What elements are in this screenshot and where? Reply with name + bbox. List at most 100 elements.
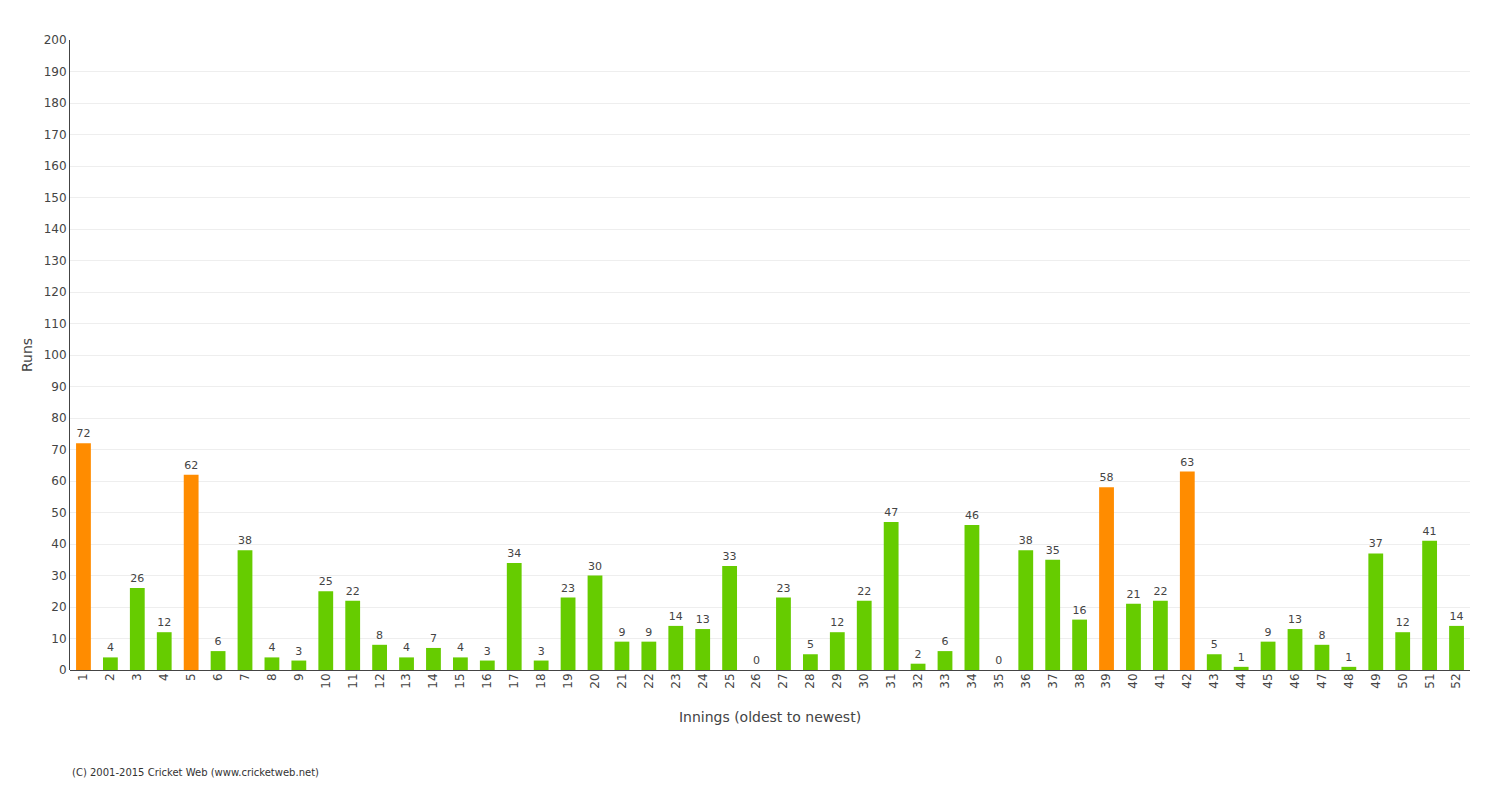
svg-text:15: 15 [453,673,467,688]
svg-text:29: 29 [830,673,844,688]
svg-text:46: 46 [1288,673,1302,688]
svg-text:80: 80 [51,411,66,425]
svg-text:4: 4 [403,641,410,654]
svg-text:38: 38 [238,534,252,547]
svg-text:180: 180 [44,96,67,110]
svg-text:40: 40 [51,537,66,551]
svg-text:16: 16 [1073,604,1087,617]
svg-text:25: 25 [319,575,333,588]
svg-text:28: 28 [803,673,817,688]
svg-text:5: 5 [1211,638,1218,651]
svg-text:44: 44 [1234,673,1248,688]
svg-text:45: 45 [1261,673,1275,688]
svg-text:36: 36 [1019,673,1033,688]
svg-text:2: 2 [103,673,117,681]
svg-text:190: 190 [44,65,67,79]
svg-text:100: 100 [44,348,67,362]
svg-text:1: 1 [76,673,90,681]
svg-text:12: 12 [373,673,387,688]
svg-text:0: 0 [59,663,67,677]
svg-text:52: 52 [1449,673,1463,688]
svg-text:8: 8 [1318,629,1325,642]
svg-text:3: 3 [295,645,302,658]
svg-text:26: 26 [130,572,144,585]
svg-text:9: 9 [1265,626,1272,639]
svg-text:50: 50 [1396,673,1410,688]
svg-text:30: 30 [857,673,871,688]
svg-text:47: 47 [884,506,898,519]
svg-text:40: 40 [1126,673,1140,688]
svg-text:33: 33 [723,550,737,563]
svg-text:34: 34 [965,673,979,688]
svg-text:90: 90 [51,380,66,394]
svg-text:35: 35 [992,673,1006,688]
svg-text:170: 170 [44,128,67,142]
svg-text:11: 11 [346,673,360,688]
svg-text:17: 17 [507,673,521,688]
svg-text:23: 23 [561,582,575,595]
svg-text:58: 58 [1100,471,1114,484]
svg-text:2: 2 [915,648,922,661]
svg-text:12: 12 [157,616,171,629]
svg-text:20: 20 [588,673,602,688]
svg-text:43: 43 [1207,673,1221,688]
svg-text:Innings (oldest to newest): Innings (oldest to newest) [679,709,861,725]
svg-text:14: 14 [669,610,683,623]
svg-text:Runs: Runs [19,338,35,372]
svg-text:6: 6 [215,635,222,648]
svg-text:30: 30 [51,569,66,583]
svg-text:200: 200 [44,33,67,47]
svg-text:3: 3 [538,645,545,658]
svg-text:23: 23 [776,582,790,595]
svg-text:7: 7 [430,632,437,645]
svg-text:0: 0 [753,654,760,667]
svg-text:4: 4 [457,641,464,654]
svg-text:25: 25 [723,673,737,688]
svg-text:4: 4 [157,673,171,681]
svg-text:18: 18 [534,673,548,688]
svg-text:6: 6 [211,673,225,681]
svg-text:10: 10 [319,673,333,688]
svg-text:37: 37 [1046,673,1060,688]
svg-text:27: 27 [776,673,790,688]
svg-text:19: 19 [561,673,575,688]
svg-text:37: 37 [1369,537,1383,550]
svg-text:47: 47 [1315,673,1329,688]
svg-text:32: 32 [911,673,925,688]
svg-text:35: 35 [1046,544,1060,557]
svg-text:21: 21 [615,673,629,688]
svg-text:140: 140 [44,222,67,236]
svg-text:130: 130 [44,254,67,268]
svg-text:8: 8 [265,673,279,681]
svg-text:3: 3 [484,645,491,658]
svg-text:13: 13 [696,613,710,626]
svg-text:49: 49 [1369,673,1383,688]
svg-text:30: 30 [588,560,602,573]
svg-text:21: 21 [1126,588,1140,601]
svg-text:72: 72 [76,427,90,440]
svg-text:33: 33 [938,673,952,688]
svg-text:24: 24 [696,673,710,688]
svg-text:1: 1 [1238,651,1245,664]
svg-text:22: 22 [346,585,360,598]
svg-text:5: 5 [184,673,198,681]
svg-text:31: 31 [884,673,898,688]
svg-text:41: 41 [1153,673,1167,688]
svg-text:5: 5 [807,638,814,651]
svg-text:1: 1 [1345,651,1352,664]
svg-text:(C) 2001-2015 Cricket Web (www: (C) 2001-2015 Cricket Web (www.cricketwe… [72,767,319,778]
svg-text:10: 10 [51,632,66,646]
svg-text:42: 42 [1180,673,1194,688]
svg-text:110: 110 [44,317,67,331]
svg-text:7: 7 [238,673,252,681]
svg-text:13: 13 [1288,613,1302,626]
svg-text:13: 13 [399,673,413,688]
svg-text:38: 38 [1019,534,1033,547]
svg-text:50: 50 [51,506,66,520]
svg-text:26: 26 [749,673,763,688]
svg-text:0: 0 [995,654,1002,667]
svg-text:12: 12 [1396,616,1410,629]
svg-text:16: 16 [480,673,494,688]
svg-text:51: 51 [1423,673,1437,688]
svg-text:9: 9 [292,673,306,681]
